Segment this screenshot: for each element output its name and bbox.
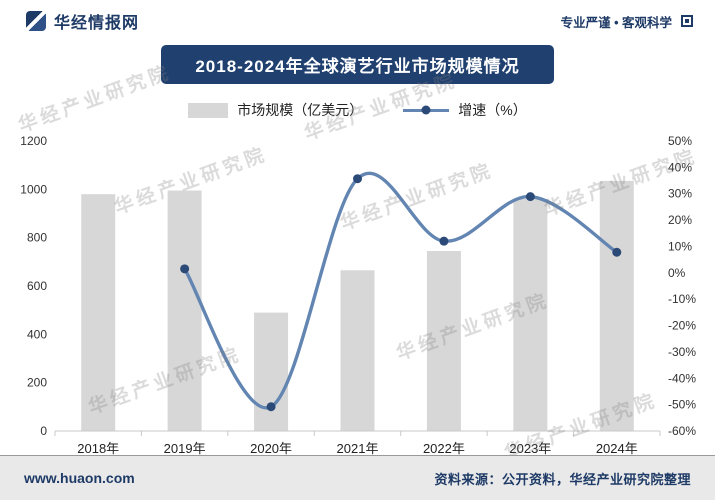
combo-chart-svg: 0 200 400 600 800 1000 1200 50% 40% 30% 20% 10% 0% -1… — [20, 134, 696, 456]
x-axis-label: 2020年 — [250, 441, 292, 456]
tagline-text: 专业严谨 • 客观科学 — [560, 15, 672, 30]
right-axis-tick: -30% — [668, 345, 696, 359]
growth-point-2020年 — [266, 402, 276, 412]
left-axis-tick: 400 — [27, 327, 47, 341]
left-axis-tick: 600 — [27, 279, 47, 293]
legend-bar-label: 市场规模（亿美元） — [237, 102, 364, 118]
growth-point-2021年 — [353, 174, 362, 184]
bar-2019年 — [167, 190, 202, 431]
tagline-square-icon — [681, 15, 693, 27]
growth-point-2022年 — [439, 236, 449, 246]
line-marker-icon — [421, 105, 431, 115]
bar-2022年 — [426, 250, 461, 431]
right-axis-tick: -20% — [668, 319, 696, 333]
right-axis-tick: -40% — [668, 371, 696, 385]
x-axis-label: 2022年 — [423, 441, 465, 456]
bar-swatch-icon — [188, 102, 229, 118]
bar-2020年 — [254, 312, 289, 431]
bar-2023年 — [513, 199, 548, 431]
footer-site-link[interactable]: www.huaon.com — [24, 470, 135, 486]
footer: www.huaon.com 资料来源：公开资料，华经产业研究院整理 — [0, 455, 715, 500]
legend-item-growth-rate[interactable]: 增速（%） — [403, 100, 527, 120]
left-axis-tick: 800 — [27, 231, 47, 245]
chart-title: 2018-2024年全球演艺行业市场规模情况 — [195, 57, 520, 76]
line-swatch-icon — [403, 105, 450, 115]
left-axis-tick: 200 — [27, 376, 47, 390]
x-axis-label: 2018年 — [77, 441, 119, 456]
right-axis-tick: 40% — [668, 160, 692, 174]
bar-2018年 — [81, 194, 116, 431]
x-axis-label: 2019年 — [164, 441, 206, 456]
legend-item-market-size[interactable]: 市场规模（亿美元） — [188, 100, 363, 120]
right-axis-tick: -10% — [668, 292, 696, 306]
right-axis-tick: 30% — [668, 187, 692, 201]
brand[interactable]: 华经情报网 — [26, 9, 139, 33]
chart-legend: 市场规模（亿美元） 增速（%） — [0, 100, 715, 120]
brand-logo-icon — [26, 11, 46, 31]
chart-title-banner: 2018-2024年全球演艺行业市场规模情况 — [161, 45, 554, 84]
bar-2021年 — [340, 270, 375, 431]
right-axis-tick: 10% — [668, 239, 692, 253]
x-axis-label: 2021年 — [337, 441, 379, 456]
header: 华经情报网 专业严谨 • 客观科学 — [0, 0, 715, 37]
header-tagline: 专业严谨 • 客观科学 — [561, 12, 693, 31]
right-axis-tick: -50% — [668, 398, 696, 412]
right-axis-tick: 0% — [668, 266, 686, 280]
left-axis-tick: 1200 — [20, 134, 47, 148]
bar-2024年 — [599, 180, 634, 431]
growth-line — [182, 171, 619, 410]
right-axis-tick: 50% — [668, 134, 692, 148]
right-axis-tick: 20% — [668, 213, 692, 227]
growth-point-2023年 — [525, 192, 535, 202]
left-axis-tick: 0 — [40, 424, 47, 438]
growth-point-2019年 — [180, 264, 190, 274]
growth-point-2024年 — [612, 247, 622, 257]
legend-line-label: 增速（%） — [458, 102, 527, 118]
chart-area: 0 200 400 600 800 1000 1200 50% 40% 30% 20% 10% 0% -1… — [0, 122, 715, 467]
footer-source: 资料来源：公开资料，华经产业研究院整理 — [434, 471, 691, 487]
x-axis-label: 2023年 — [509, 441, 551, 456]
right-axis-tick: -60% — [668, 424, 696, 438]
left-axis-tick: 1000 — [20, 182, 47, 196]
x-axis-label: 2024年 — [596, 441, 638, 456]
brand-name: 华经情报网 — [54, 15, 140, 32]
